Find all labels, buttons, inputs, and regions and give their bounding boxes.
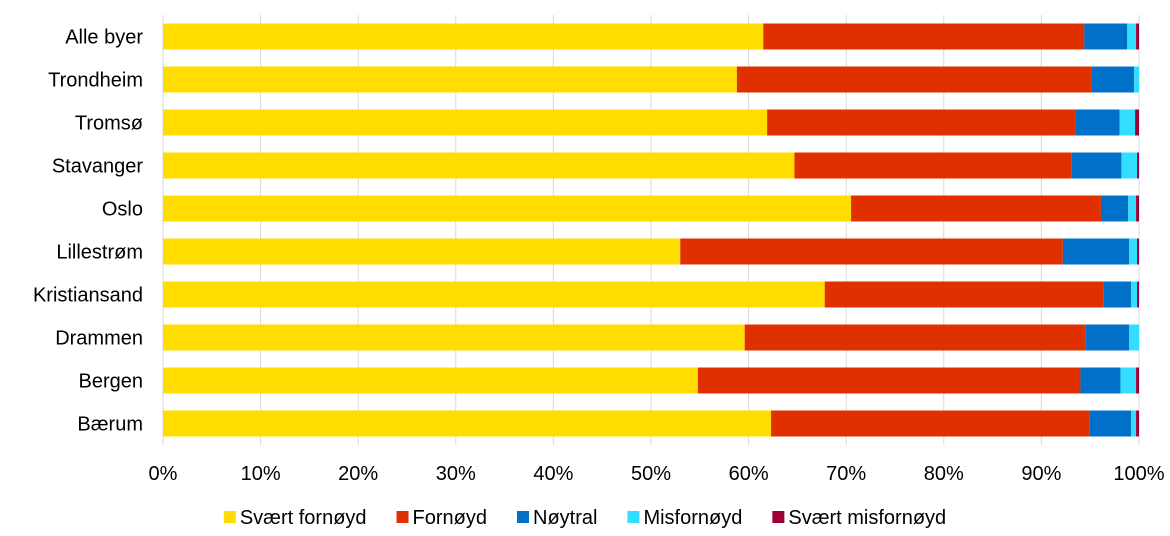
bar-segment bbox=[763, 23, 1085, 50]
legend-swatch bbox=[627, 511, 640, 523]
bar-segment bbox=[1091, 66, 1135, 93]
bar-segment bbox=[1137, 238, 1139, 265]
bar-segment bbox=[851, 195, 1101, 222]
bar-segment bbox=[680, 238, 1063, 265]
bars bbox=[163, 23, 1139, 437]
bar-segment bbox=[1080, 367, 1121, 394]
bar-segment bbox=[1119, 109, 1136, 136]
legend-label: Fornøyd bbox=[413, 507, 487, 529]
bar-segment bbox=[1136, 195, 1139, 222]
bar-segment bbox=[736, 66, 1092, 93]
legend-label: Nøytral bbox=[533, 507, 597, 529]
bar-segment bbox=[1134, 66, 1139, 93]
bar-segment bbox=[744, 324, 1086, 351]
legend-label: Misfornøyd bbox=[643, 507, 742, 529]
bar-segment bbox=[163, 367, 698, 394]
legend-label: Svært misfornøyd bbox=[788, 507, 946, 529]
bar-segment bbox=[163, 410, 772, 437]
x-tick-label: 0% bbox=[149, 463, 178, 485]
x-tick-label: 20% bbox=[338, 463, 378, 485]
x-tick-label: 90% bbox=[1021, 463, 1061, 485]
x-tick-label: 100% bbox=[1113, 463, 1164, 485]
bar-segment bbox=[1137, 152, 1139, 179]
category-label: Oslo bbox=[102, 199, 143, 221]
bar-segment bbox=[1135, 109, 1139, 136]
x-tick-label: 80% bbox=[924, 463, 964, 485]
bar-segment bbox=[1120, 367, 1137, 394]
bar-segment bbox=[767, 109, 1076, 136]
bar-segment bbox=[163, 23, 764, 50]
bar-segment bbox=[163, 109, 768, 136]
bar-segment bbox=[1084, 23, 1128, 50]
bar-segment bbox=[163, 66, 737, 93]
bar-segment bbox=[1129, 324, 1139, 351]
bar-segment bbox=[1121, 152, 1138, 179]
bar-segment bbox=[1085, 324, 1130, 351]
bar-segment bbox=[1136, 410, 1139, 437]
bar-segment bbox=[794, 152, 1072, 179]
x-tick-label: 30% bbox=[436, 463, 476, 485]
x-tick-labels: 0% 10% 20% 30% 40% 50% 60% 70% 80% 90% 100% bbox=[149, 463, 1165, 485]
bar-segment bbox=[163, 195, 852, 222]
bar-segment bbox=[1131, 281, 1138, 308]
x-tick-label: 40% bbox=[533, 463, 573, 485]
bar-segment bbox=[1071, 152, 1122, 179]
bar-segment bbox=[1062, 238, 1130, 265]
bar-segment bbox=[1136, 367, 1139, 394]
legend: Svært fornøyd Fornøyd Nøytral Misfornøyd Svæ… bbox=[223, 507, 946, 529]
bar-segment bbox=[1089, 410, 1132, 437]
x-tick-label: 10% bbox=[241, 463, 281, 485]
category-label: Lillestrøm bbox=[56, 242, 143, 264]
category-label: Alle byer bbox=[65, 27, 143, 49]
legend-swatch bbox=[223, 511, 236, 523]
x-tick-label: 50% bbox=[631, 463, 671, 485]
bar-segment bbox=[1103, 281, 1132, 308]
legend-swatch bbox=[517, 511, 529, 523]
bar-segment bbox=[1131, 410, 1137, 437]
category-labels: Alle byer Trondheim Tromsø Stavanger Oslo Lil… bbox=[33, 27, 143, 436]
x-tick-label: 70% bbox=[826, 463, 866, 485]
category-label: Bærum bbox=[77, 414, 143, 436]
x-tick-label: 60% bbox=[729, 463, 769, 485]
category-label: Tromsø bbox=[75, 113, 143, 135]
bar-segment bbox=[163, 238, 681, 265]
legend-label: Svært fornøyd bbox=[240, 507, 367, 529]
category-label: Bergen bbox=[79, 371, 144, 393]
bar-segment bbox=[163, 152, 795, 179]
bar-segment bbox=[1136, 23, 1139, 50]
bar-segment bbox=[163, 281, 825, 308]
bar-segment bbox=[824, 281, 1104, 308]
bar-segment bbox=[771, 410, 1090, 437]
bar-segment bbox=[1129, 238, 1138, 265]
bar-segment bbox=[1075, 109, 1120, 136]
legend-swatch bbox=[772, 511, 785, 523]
legend-swatch bbox=[396, 511, 409, 523]
bar-segment bbox=[1127, 23, 1137, 50]
bar-segment bbox=[697, 367, 1081, 394]
bar-segment bbox=[1100, 195, 1129, 222]
category-label: Kristiansand bbox=[33, 285, 143, 307]
category-label: Drammen bbox=[55, 328, 143, 350]
bar-segment bbox=[1128, 195, 1137, 222]
category-label: Stavanger bbox=[52, 156, 144, 178]
category-label: Trondheim bbox=[48, 70, 143, 92]
bar-segment bbox=[1137, 281, 1139, 308]
bar-segment bbox=[163, 324, 745, 351]
